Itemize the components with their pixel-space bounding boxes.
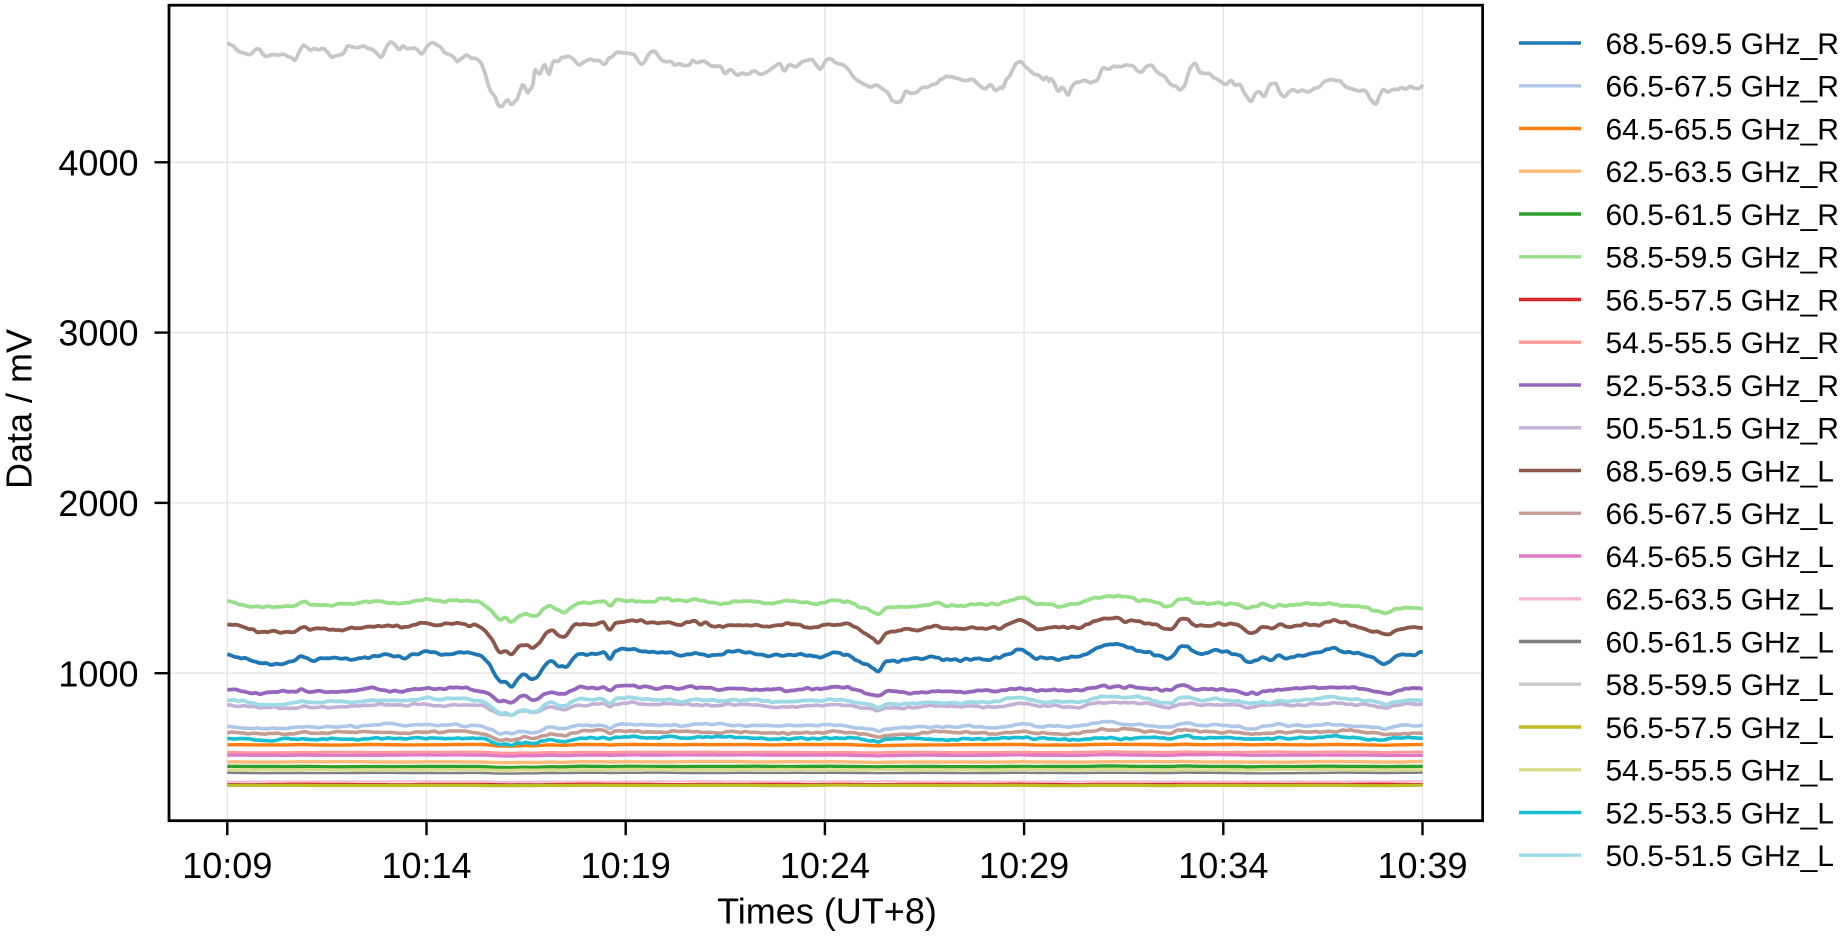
svg-text:54.5-55.5 GHz_L: 54.5-55.5 GHz_L [1606,755,1834,788]
svg-text:3000: 3000 [58,313,138,354]
svg-text:Data / mV: Data / mV [0,329,40,489]
svg-text:50.5-51.5 GHz_R: 50.5-51.5 GHz_R [1606,413,1839,446]
svg-text:54.5-55.5 GHz_R: 54.5-55.5 GHz_R [1606,327,1839,360]
svg-text:10:39: 10:39 [1377,845,1467,886]
svg-text:68.5-69.5 GHz_L: 68.5-69.5 GHz_L [1606,455,1834,488]
svg-text:56.5-57.5 GHz_L: 56.5-57.5 GHz_L [1606,712,1834,745]
svg-text:10:29: 10:29 [979,845,1069,886]
svg-text:58.5-59.5 GHz_R: 58.5-59.5 GHz_R [1606,242,1839,275]
svg-text:2000: 2000 [58,483,138,524]
svg-text:1000: 1000 [58,653,138,694]
svg-text:62.5-63.5 GHz_R: 62.5-63.5 GHz_R [1606,156,1839,189]
svg-text:10:19: 10:19 [581,845,671,886]
svg-text:10:14: 10:14 [381,845,471,886]
svg-text:10:09: 10:09 [182,845,272,886]
svg-text:52.5-53.5 GHz_R: 52.5-53.5 GHz_R [1606,370,1839,403]
svg-text:64.5-65.5 GHz_L: 64.5-65.5 GHz_L [1606,541,1834,574]
svg-text:52.5-53.5 GHz_L: 52.5-53.5 GHz_L [1606,797,1834,830]
svg-text:66.5-67.5 GHz_R: 66.5-67.5 GHz_R [1606,71,1839,104]
svg-text:4000: 4000 [58,142,138,183]
svg-text:10:24: 10:24 [780,845,870,886]
svg-text:50.5-51.5 GHz_L: 50.5-51.5 GHz_L [1606,840,1834,873]
svg-text:66.5-67.5 GHz_L: 66.5-67.5 GHz_L [1606,498,1834,531]
svg-text:Times (UT+8): Times (UT+8) [717,891,937,932]
svg-text:64.5-65.5 GHz_R: 64.5-65.5 GHz_R [1606,113,1839,146]
svg-text:60.5-61.5 GHz_L: 60.5-61.5 GHz_L [1606,626,1834,659]
svg-text:56.5-57.5 GHz_R: 56.5-57.5 GHz_R [1606,284,1839,317]
svg-text:62.5-63.5 GHz_L: 62.5-63.5 GHz_L [1606,584,1834,617]
svg-text:60.5-61.5 GHz_R: 60.5-61.5 GHz_R [1606,199,1839,232]
svg-text:58.5-59.5 GHz_L: 58.5-59.5 GHz_L [1606,669,1834,702]
svg-text:68.5-69.5 GHz_R: 68.5-69.5 GHz_R [1606,28,1839,61]
svg-text:10:34: 10:34 [1178,845,1268,886]
